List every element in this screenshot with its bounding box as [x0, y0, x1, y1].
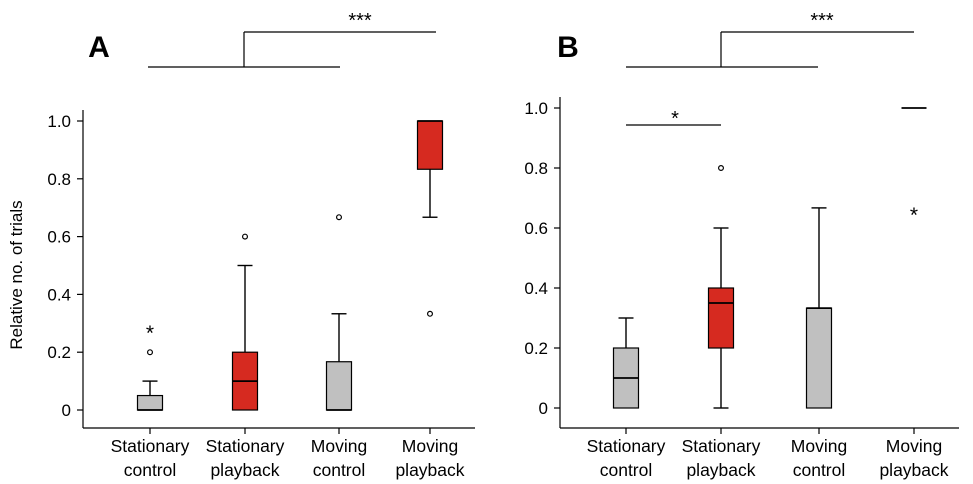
significance-label: *: [671, 108, 679, 130]
x-tick-label: Stationary: [587, 436, 666, 456]
box-body: [707, 287, 735, 349]
box-body: [416, 120, 444, 170]
significance-label: ***: [348, 10, 372, 32]
extreme-point: *: [146, 322, 154, 345]
significance-bracket: ***: [148, 10, 436, 68]
box-2: [707, 165, 735, 409]
x-tick-label: playback: [879, 460, 948, 480]
box-4: *: [901, 107, 927, 227]
y-tick-label: 0.8: [524, 159, 548, 178]
x-tick-label: Stationary: [206, 436, 285, 456]
y-tick-label: 0: [539, 399, 548, 418]
box-body: [136, 394, 164, 411]
panel-b: B 0 0.2 0.4 0.6 0.8 1.0 Stationary control Statio…: [524, 10, 959, 480]
outlier-point: [242, 233, 249, 240]
box-1: [612, 317, 640, 409]
box-3: [325, 214, 353, 411]
x-tick-label: Moving: [311, 436, 367, 456]
x-tick-label: control: [793, 460, 846, 480]
y-tick-label: 0.8: [47, 170, 71, 189]
box-3: [805, 207, 833, 409]
box-body: [805, 307, 833, 409]
x-tick-label: playback: [210, 460, 279, 480]
outlier-point: [717, 165, 724, 172]
y-tick-label: 0.2: [524, 339, 548, 358]
x-tick-label: Moving: [402, 436, 458, 456]
y-tick-label: 1.0: [524, 99, 548, 118]
outlier-point: [147, 349, 154, 356]
box-4: [416, 120, 444, 317]
y-tick-label: 0.6: [47, 228, 71, 247]
x-tick-label: Moving: [791, 436, 847, 456]
x-tick-label: control: [600, 460, 653, 480]
panel-a: A 0 0.2 0.4 0.6 0.8 1.0 Relative no. of trials S…: [7, 10, 475, 480]
y-tick-label: 1.0: [47, 112, 71, 131]
extreme-point: *: [910, 204, 918, 227]
y-tick-label: 0.6: [524, 219, 548, 238]
x-tick-label: control: [313, 460, 366, 480]
significance-bracket: ***: [626, 10, 914, 68]
significance-label: ***: [810, 10, 834, 32]
box-2: [231, 233, 259, 411]
y-tick-label: 0.2: [47, 343, 71, 362]
x-tick-label: Moving: [886, 436, 942, 456]
y-tick-label: 0.4: [47, 285, 71, 304]
box-body: [325, 361, 353, 411]
x-tick-label: control: [124, 460, 177, 480]
panel-label: A: [88, 31, 110, 64]
outlier-point: [336, 214, 343, 221]
y-tick-label: 0: [62, 401, 71, 420]
x-tick-label: Stationary: [111, 436, 190, 456]
y-tick-label: 0.4: [524, 279, 548, 298]
panel-label: B: [557, 31, 579, 64]
x-tick-label: playback: [395, 460, 464, 480]
x-tick-label: playback: [686, 460, 755, 480]
significance-bracket: *: [626, 108, 721, 130]
x-tick-label: Stationary: [682, 436, 761, 456]
y-axis-label: Relative no. of trials: [7, 200, 26, 349]
box-1: *: [136, 322, 164, 411]
outlier-point: [427, 310, 434, 317]
